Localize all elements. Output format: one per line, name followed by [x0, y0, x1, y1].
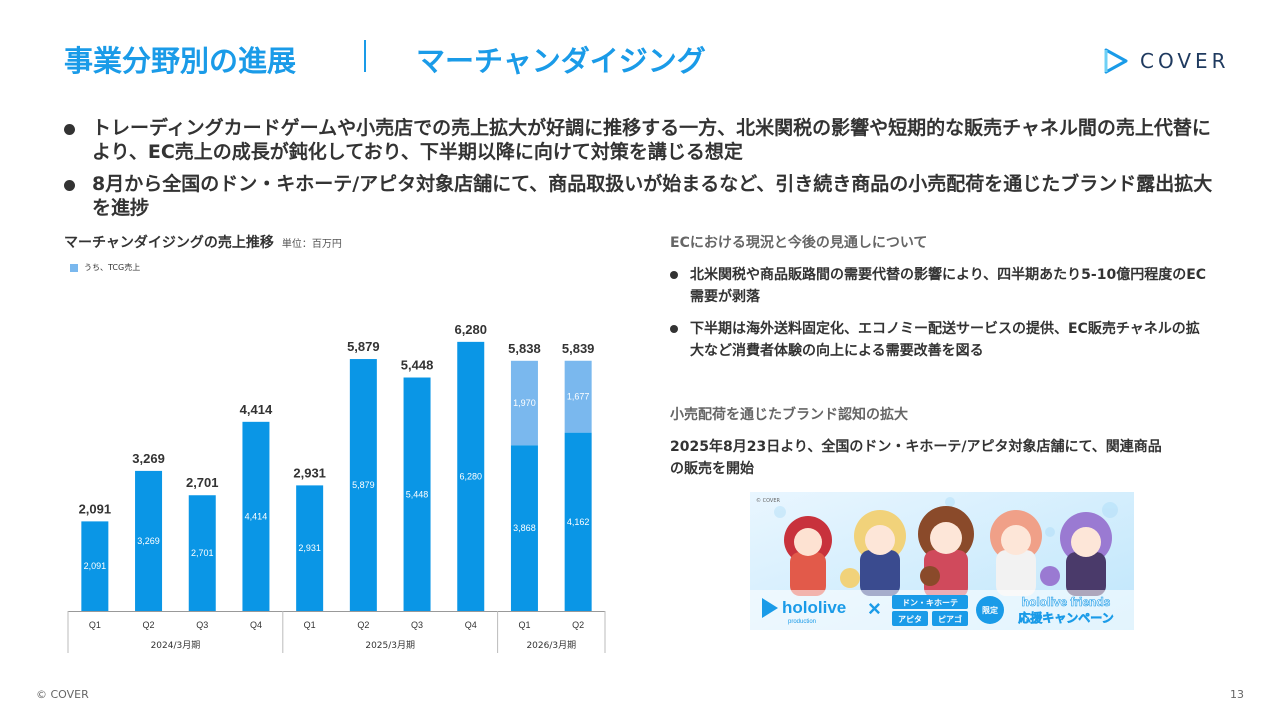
- campaign-banner-art: hololive production × ドン・キホーテ アピタ ピアゴ 限定…: [750, 492, 1134, 630]
- bar-value-label: 4,162: [567, 517, 590, 527]
- x-tick-label: Q4: [250, 620, 262, 630]
- character-art: [784, 506, 1112, 598]
- banner-campaign-1: hololive friends: [1022, 595, 1111, 609]
- retail-heading: 小売配荷を通じたブランド認知の拡大: [670, 407, 908, 423]
- chart-title-text: マーチャンダイジングの売上推移: [64, 235, 274, 251]
- chart-legend: うち、TCG売上: [70, 262, 140, 273]
- page-title: 事業分野別の進展: [64, 44, 297, 78]
- bar-value-label: 5,879: [352, 480, 375, 490]
- bullet-dot-icon: [670, 271, 678, 279]
- campaign-banner: hololive production × ドン・キホーテ アピタ ピアゴ 限定…: [750, 492, 1134, 630]
- x-tick-label: Q1: [518, 620, 530, 630]
- bullet-text: 8月から全国のドン・キホーテ/アピタ対象店舗にて、商品取扱いが始まるなど、引き続…: [92, 173, 1213, 219]
- legend-label: うち、TCG売上: [84, 263, 141, 272]
- bar-total-label: 4,414: [240, 402, 273, 417]
- bar-value-label: 4,414: [245, 511, 268, 521]
- bar-value-label: 5,448: [406, 489, 429, 499]
- bar-value-label: 3,269: [137, 536, 160, 546]
- bar-base: [188, 495, 216, 611]
- bar-base: [296, 485, 324, 611]
- retail-body: 2025年8月23日より、全国のドン・キホーテ/アピタ対象店舗にて、関連商品の販…: [670, 436, 1170, 480]
- bar-total-label: 5,839: [562, 341, 595, 356]
- x-group-label: 2024/3月期: [151, 640, 201, 651]
- footer-copyright: © COVER: [36, 688, 89, 701]
- bar-total-label: 6,280: [454, 322, 487, 337]
- cover-logo-text: COVER: [1140, 49, 1230, 73]
- ec-outlook-heading: ECにおける現況と今後の見通しについて: [670, 235, 928, 251]
- ec-point: 下半期は海外送料固定化、エコノミー配送サービスの提供、EC販売チャネルの拡大など…: [670, 318, 1210, 362]
- title-divider: [364, 40, 366, 72]
- banner-store-right: ピアゴ: [938, 614, 962, 624]
- banner-brand: hololive: [782, 598, 846, 617]
- bar-value-label: 2,091: [84, 561, 107, 571]
- bar-base: [349, 359, 377, 611]
- x-tick-label: Q3: [411, 620, 423, 630]
- banner-brand-sub: production: [788, 619, 816, 625]
- bullet-item: 8月から全国のドン・キホーテ/アピタ対象店舗にて、商品取扱いが始まるなど、引き続…: [64, 172, 1224, 220]
- ec-point-text: 北米関税や商品販路間の需要代替の影響により、四半期あたり5-10億円程度のEC需…: [690, 267, 1207, 305]
- x-tick-label: Q1: [304, 620, 316, 630]
- x-tick-label: Q2: [572, 620, 584, 630]
- page-number: 13: [1230, 688, 1244, 701]
- bar-total-label: 5,448: [401, 358, 434, 373]
- chart-unit: 単位：百万円: [281, 239, 342, 250]
- bar-total-label: 5,838: [508, 341, 541, 356]
- bar-base: [457, 341, 485, 611]
- x-tick-label: Q1: [89, 620, 101, 630]
- bar-base: [135, 470, 163, 611]
- bullet-text: トレーディングカードゲームや小売店での売上拡大が好調に推移する一方、北米関税の影…: [92, 117, 1211, 163]
- cross-icon: ×: [868, 596, 881, 621]
- hololive-logo: [762, 598, 778, 618]
- x-group-label: 2025/3月期: [365, 640, 415, 651]
- x-tick-label: Q4: [465, 620, 477, 630]
- bar-base: [564, 432, 592, 611]
- bar-value-label: 6,280: [459, 471, 482, 481]
- x-group-label: 2026/3月期: [526, 640, 576, 651]
- bar-total-label: 2,701: [186, 475, 219, 490]
- banner-store-top: ドン・キホーテ: [902, 599, 958, 608]
- banner-limited: 限定: [982, 605, 998, 615]
- bullet-dot-icon: [64, 124, 75, 135]
- bullet-item: トレーディングカードゲームや小売店での売上拡大が好調に推移する一方、北米関税の影…: [64, 116, 1224, 164]
- bar-total-label: 3,269: [132, 451, 165, 466]
- cover-logo-icon: [1104, 48, 1128, 74]
- x-tick-label: Q2: [143, 620, 155, 630]
- bar-base: [81, 521, 109, 611]
- x-tick-label: Q3: [196, 620, 208, 630]
- bar-base: [510, 445, 538, 611]
- bullet-dot-icon: [670, 325, 678, 333]
- banner-copyright: © COVER: [756, 497, 781, 504]
- bar-total-label: 2,931: [293, 465, 326, 480]
- bar-tcg: [510, 360, 538, 446]
- page-subtitle: マーチャンダイジング: [416, 44, 706, 78]
- chart-title: マーチャンダイジングの売上推移 単位：百万円: [64, 232, 342, 252]
- x-tick-label: Q2: [357, 620, 369, 630]
- cover-logo: COVER: [1102, 46, 1230, 76]
- legend-swatch: [70, 263, 78, 272]
- bar-base: [403, 377, 431, 611]
- bar-base: [242, 421, 270, 611]
- bar-tcg: [564, 360, 592, 433]
- banner-campaign-2: 応援キャンペーン: [1018, 610, 1113, 625]
- bar-total-label: 5,879: [347, 339, 380, 354]
- bar-tcg-label: 1,677: [567, 392, 590, 402]
- retail-body-text: 2025年8月23日より、全国のドン・キホーテ/アピタ対象店舗にて、関連商品の販…: [670, 439, 1162, 477]
- bullet-dot-icon: [64, 180, 75, 191]
- ec-point-text: 下半期は海外送料固定化、エコノミー配送サービスの提供、EC販売チャネルの拡大など…: [690, 321, 1200, 359]
- bar-total-label: 2,091: [79, 501, 112, 516]
- ec-point: 北米関税や商品販路間の需要代替の影響により、四半期あたり5-10億円程度のEC需…: [670, 264, 1210, 308]
- bar-value-label: 2,931: [298, 543, 321, 553]
- bar-value-label: 3,868: [513, 523, 536, 533]
- banner-store-left: アピタ: [898, 614, 922, 624]
- bar-tcg-label: 1,970: [513, 398, 536, 408]
- bar-value-label: 2,701: [191, 548, 214, 558]
- sales-bar-chart: 2,091 2,091 Q1 3,269 3,269 Q2 2,701 2,701 Q3 4,41…: [67, 322, 606, 653]
